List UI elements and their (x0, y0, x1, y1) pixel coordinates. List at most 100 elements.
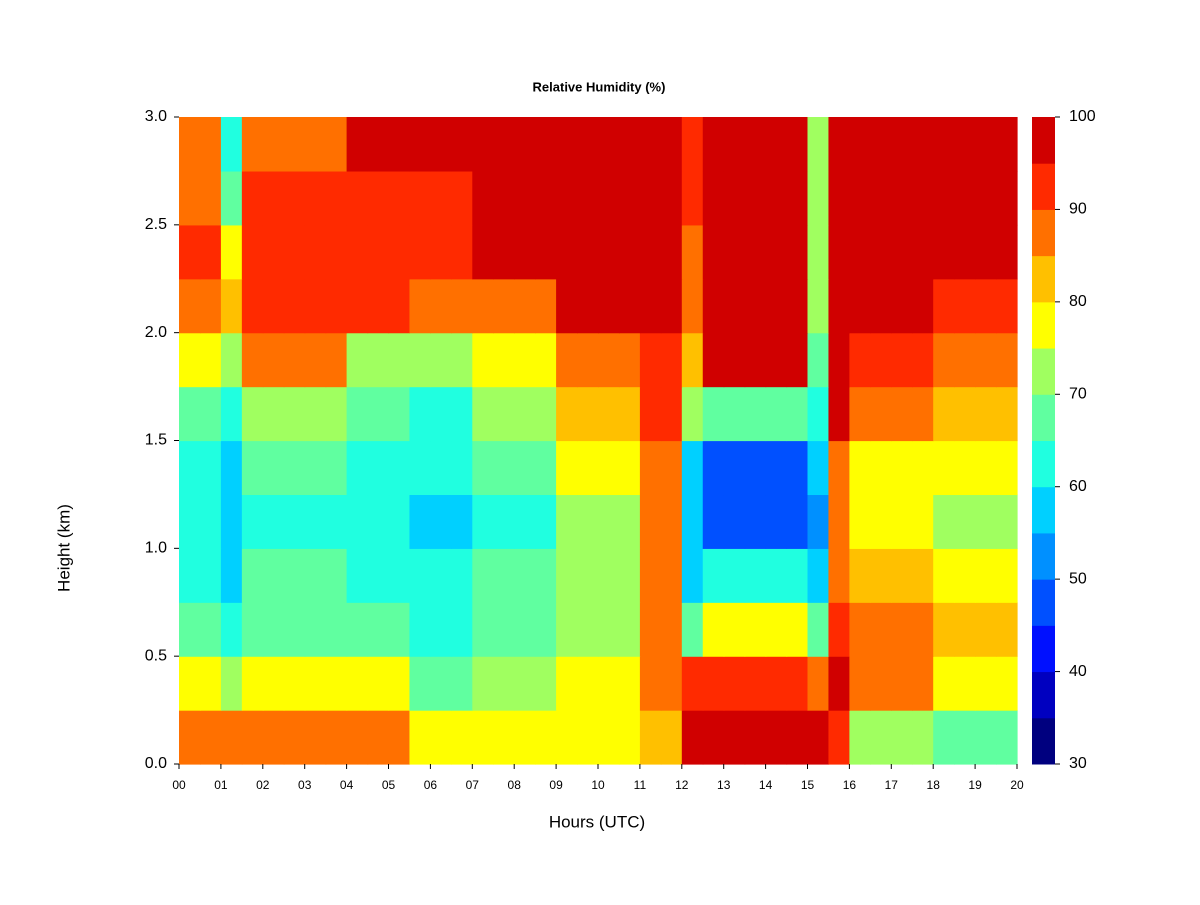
cell (765, 656, 788, 711)
x-tick-label: 16 (843, 778, 857, 792)
cell (598, 548, 620, 603)
cell (241, 224, 264, 280)
cell (891, 602, 913, 657)
cell (472, 117, 494, 172)
x-tick-label: 07 (466, 778, 480, 792)
cell (598, 494, 620, 549)
cell (220, 710, 243, 765)
cell (828, 224, 850, 280)
cell (933, 710, 955, 765)
cell (870, 170, 892, 226)
cell (744, 386, 767, 442)
cell (639, 117, 662, 172)
cell (325, 278, 348, 334)
cell (199, 548, 222, 603)
cell (220, 494, 243, 549)
cell (765, 440, 788, 496)
cell (723, 494, 746, 549)
cell (702, 548, 725, 603)
cell (556, 386, 578, 442)
cell (220, 117, 243, 172)
cell (702, 332, 725, 388)
cell (388, 170, 411, 226)
y-axis-label: Height (km) (54, 504, 73, 592)
cell (723, 656, 746, 711)
cell (639, 710, 662, 765)
cell (681, 548, 704, 603)
cell (660, 170, 683, 226)
cell (828, 117, 850, 172)
cell (199, 170, 222, 226)
cell (241, 332, 264, 388)
cell (241, 386, 264, 442)
cell (388, 548, 411, 603)
cell (744, 117, 767, 172)
cell (660, 548, 683, 603)
cell (598, 117, 620, 172)
cell (325, 440, 348, 496)
cell (933, 224, 955, 280)
colorbar-segment (1032, 301, 1055, 349)
cell (933, 440, 955, 496)
cell (199, 117, 222, 172)
colorbar-segment (1032, 486, 1055, 534)
cell (807, 656, 830, 711)
cell (933, 386, 955, 442)
cell (283, 548, 306, 603)
cell (451, 117, 473, 172)
cell (346, 332, 369, 388)
cell (514, 494, 536, 549)
cell (472, 440, 494, 496)
x-tick-label: 20 (1010, 778, 1024, 792)
cell (618, 170, 641, 226)
cell (283, 710, 306, 765)
cell (179, 278, 201, 334)
cell (283, 386, 306, 442)
cell (975, 224, 997, 280)
y-tick-label: 2.0 (145, 324, 167, 341)
cell (430, 440, 452, 496)
cell (514, 224, 536, 280)
cell (891, 440, 913, 496)
cell (367, 332, 390, 388)
cell (891, 224, 913, 280)
cell (199, 278, 222, 334)
cell (723, 710, 746, 765)
cell (870, 440, 892, 496)
cell (996, 386, 1018, 442)
cell (409, 386, 431, 442)
cell (598, 224, 620, 280)
cell (241, 278, 264, 334)
cell (954, 602, 976, 657)
cell (430, 332, 452, 388)
cell (681, 278, 704, 334)
cell (786, 602, 809, 657)
cell (933, 548, 955, 603)
cell (430, 386, 452, 442)
colorbar-segment (1032, 671, 1055, 719)
cell (409, 548, 431, 603)
cell (430, 170, 452, 226)
cell (828, 710, 850, 765)
x-tick-label: 08 (508, 778, 522, 792)
cell (765, 332, 788, 388)
cell (912, 602, 934, 657)
cell (346, 710, 369, 765)
cell (388, 710, 411, 765)
cell (451, 548, 473, 603)
cell (325, 170, 348, 226)
cell (618, 386, 641, 442)
cell (283, 278, 306, 334)
cell (996, 117, 1018, 172)
cell (933, 170, 955, 226)
cell (996, 332, 1018, 388)
cell (891, 548, 913, 603)
cell (975, 117, 997, 172)
cell (199, 602, 222, 657)
cell (179, 117, 201, 172)
cell (493, 224, 515, 280)
y-tick-label: 1.5 (145, 432, 167, 449)
colorbar-segment (1032, 532, 1055, 580)
cell (304, 332, 327, 388)
cell (451, 332, 473, 388)
